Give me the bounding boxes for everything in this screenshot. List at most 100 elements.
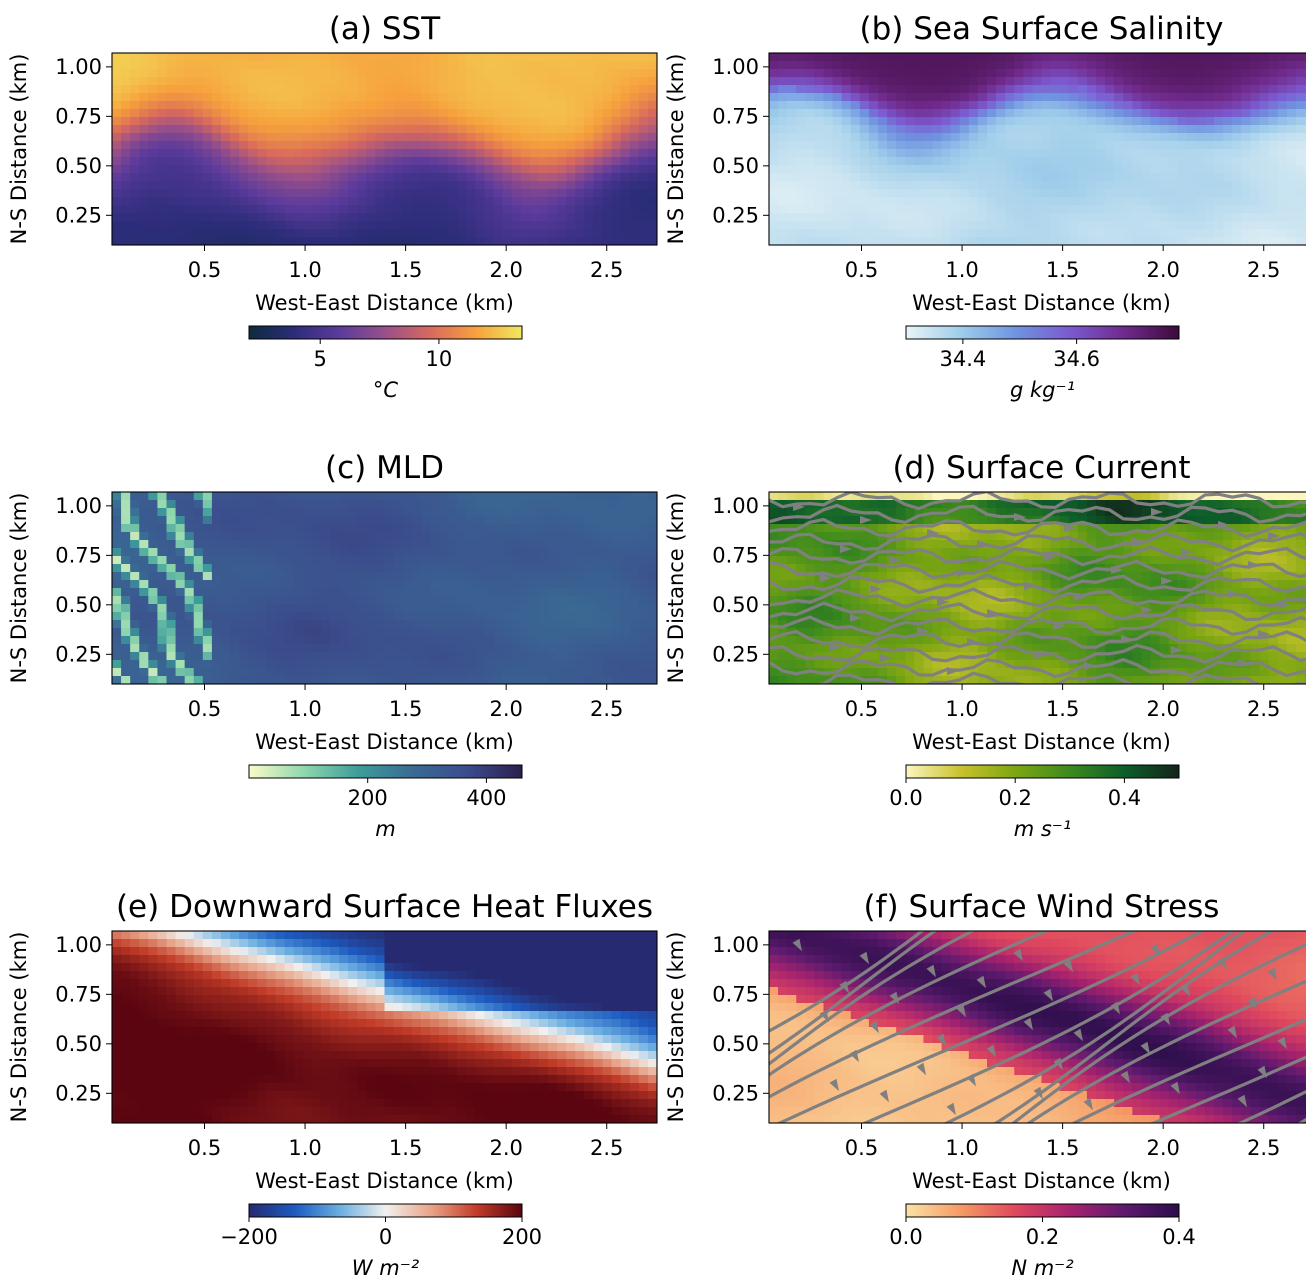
heatmap-cell	[257, 85, 268, 94]
heatmap-cell	[584, 141, 595, 150]
heatmap-cell	[1295, 165, 1306, 174]
heatmap-cell	[221, 237, 231, 245]
heatmap-cell	[620, 173, 631, 182]
heatmap-cell	[538, 157, 549, 166]
heatmap-cell	[511, 548, 522, 557]
heatmap-cell	[1223, 229, 1233, 238]
heatmap-cell	[311, 69, 322, 78]
heatmap-cell	[130, 516, 140, 525]
heatmap-cell	[787, 53, 797, 62]
heatmap-cell	[475, 508, 486, 517]
heatmap-cell	[448, 109, 458, 118]
heatmap-cell	[1223, 181, 1233, 190]
heatmap-cell	[393, 596, 404, 605]
heatmap-cell	[1096, 77, 1106, 86]
heatmap-cell	[805, 532, 816, 541]
heatmap-cell	[1059, 53, 1070, 62]
heatmap-cell	[557, 197, 567, 206]
heatmap-cell	[841, 221, 852, 230]
heatmap-cell	[284, 636, 295, 645]
heatmap-cell	[850, 636, 861, 645]
heatmap-cell	[511, 229, 522, 238]
heatmap-cell	[593, 644, 604, 653]
heatmap-cell	[357, 604, 367, 613]
heatmap-cell	[221, 628, 231, 637]
heatmap-cell	[248, 149, 258, 158]
heatmap-cell	[175, 77, 186, 86]
heatmap-cell	[1214, 69, 1224, 78]
heatmap-cell	[448, 676, 458, 684]
heatmap-cell	[859, 109, 870, 118]
heatmap-cell	[1286, 85, 1297, 94]
heatmap-cell	[112, 604, 122, 613]
heatmap-cell	[887, 141, 897, 150]
heatmap-cell	[284, 93, 295, 102]
heatmap-cell	[239, 508, 249, 517]
heatmap-cell	[511, 500, 522, 509]
heatmap-cell	[502, 213, 513, 222]
heatmap-cell	[584, 612, 595, 621]
heatmap-cell	[805, 524, 816, 533]
heatmap-cell	[475, 636, 486, 645]
heatmap-cell	[787, 109, 797, 118]
heatmap-cell	[977, 77, 988, 86]
heatmap-cell	[1077, 213, 1088, 222]
heatmap-cell	[121, 189, 131, 198]
heatmap-cell	[1050, 213, 1061, 222]
heatmap-cell	[611, 189, 622, 198]
heatmap-cell	[977, 133, 988, 142]
heatmap-cell	[1232, 101, 1242, 110]
heatmap-cell	[439, 173, 449, 182]
heatmap-cell	[429, 564, 440, 573]
heatmap-cell	[311, 165, 322, 174]
heatmap-cell	[1241, 213, 1252, 222]
heatmap-cell	[466, 69, 476, 78]
heatmap-cell	[375, 181, 386, 190]
heatmap-cell	[348, 101, 358, 110]
heatmap-cell	[575, 149, 585, 158]
heatmap-cell	[520, 85, 531, 94]
heatmap-cell	[647, 77, 657, 86]
heatmap-cell	[611, 197, 622, 206]
heatmap-cell	[175, 676, 186, 684]
heatmap-cell	[202, 181, 213, 190]
heatmap-cell	[411, 157, 422, 166]
heatmap-cell	[293, 165, 304, 174]
heatmap-cell	[302, 109, 313, 118]
heatmap-cell	[375, 205, 386, 214]
heatmap-cell	[384, 93, 395, 102]
heatmap-cell	[457, 572, 467, 581]
heatmap-cell	[466, 612, 476, 621]
heatmap-cell	[1141, 189, 1152, 198]
heatmap-cell	[184, 524, 195, 533]
heatmap-cell	[448, 61, 458, 70]
heatmap-cell	[1168, 69, 1179, 78]
heatmap-cell	[629, 604, 640, 613]
heatmap-cell	[339, 540, 349, 549]
heatmap-cell	[959, 109, 970, 118]
heatmap-cell	[1232, 237, 1242, 245]
heatmap-cell	[266, 628, 277, 637]
heatmap-cell	[932, 133, 943, 142]
heatmap-cell	[184, 532, 195, 541]
heatmap-cell	[1068, 189, 1079, 198]
heatmap-cell	[266, 165, 277, 174]
heatmap-cell	[239, 588, 249, 597]
heatmap-cell	[429, 117, 440, 126]
heatmap-cell	[348, 580, 358, 589]
heatmap-cell	[1132, 109, 1143, 118]
heatmap-cell	[987, 229, 997, 238]
heatmap-cell	[769, 652, 779, 661]
heatmap-cell	[211, 644, 222, 653]
y-tick-label: 0.75	[55, 543, 102, 567]
heatmap-cell	[941, 237, 952, 245]
heatmap-cell	[814, 237, 825, 245]
heatmap-cell	[778, 117, 788, 126]
heatmap-cell	[375, 564, 386, 573]
heatmap-cell	[266, 508, 277, 517]
heatmap-cell	[611, 109, 622, 118]
heatmap-cell	[787, 492, 797, 501]
heatmap-cell	[1150, 93, 1161, 102]
heatmap-cell	[1259, 205, 1270, 214]
heatmap-cell	[1250, 53, 1261, 62]
